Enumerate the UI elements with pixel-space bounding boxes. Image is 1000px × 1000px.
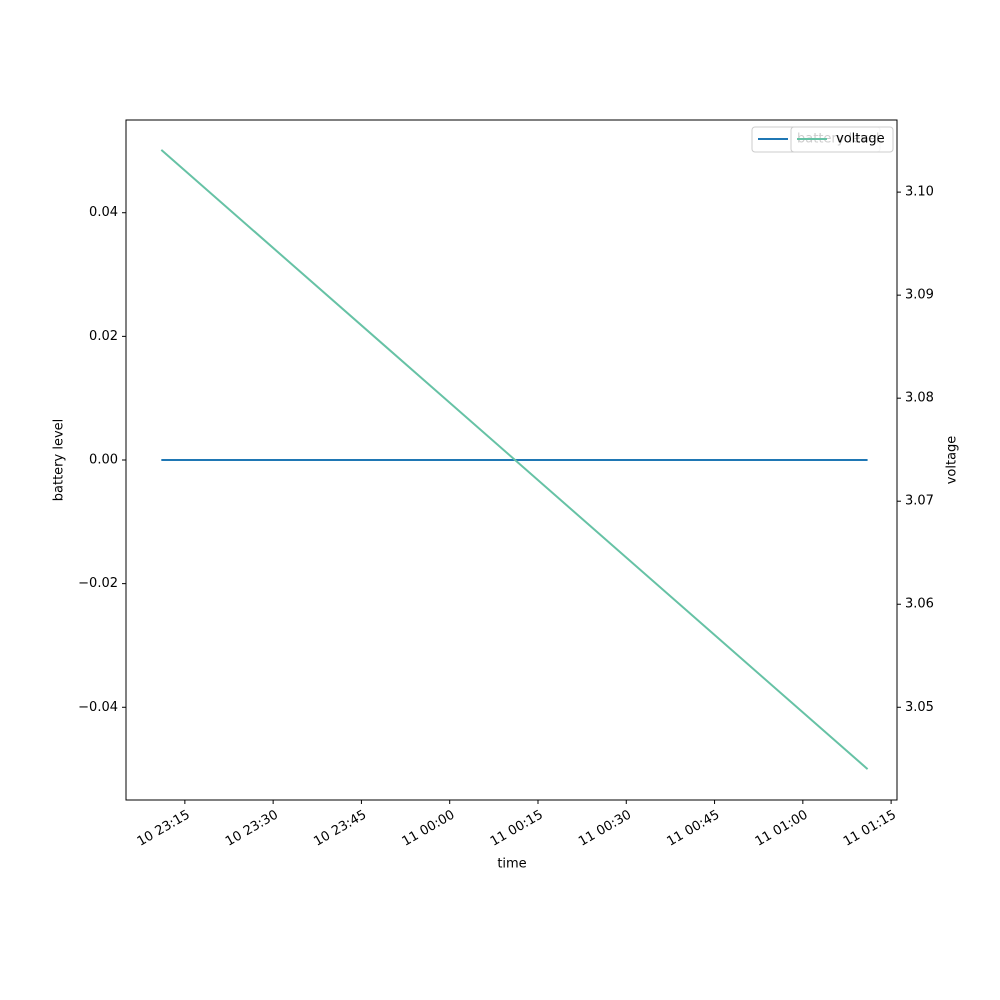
y-tick-label: 0.02: [89, 329, 118, 344]
y2-tick-label: 3.07: [905, 494, 934, 509]
y2-tick-label: 3.08: [905, 391, 934, 406]
y-axis-label: battery level: [52, 419, 67, 502]
y-tick-label: −0.02: [78, 576, 118, 591]
series-line: [160, 149, 869, 770]
legend-box: [790, 126, 894, 153]
y2-tick-label: 3.09: [905, 288, 934, 303]
y-tick-label: 0.00: [89, 453, 118, 468]
y2-tick-label: 3.10: [905, 185, 934, 200]
x-axis-label: time: [497, 857, 526, 872]
legend-label: voltage: [836, 132, 885, 147]
y2-axis-label: voltage: [945, 436, 960, 485]
y2-tick-label: 3.05: [905, 700, 934, 715]
y-tick-label: 0.04: [89, 205, 118, 220]
y2-tick-label: 3.06: [905, 597, 934, 612]
plot-frame: [125, 119, 898, 801]
y-tick-label: −0.04: [78, 700, 118, 715]
legend: voltage: [790, 126, 894, 153]
